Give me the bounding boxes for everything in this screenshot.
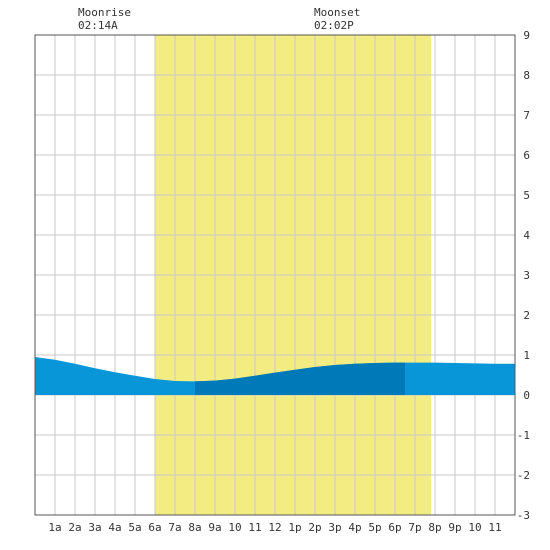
x-tick-label: 11 — [248, 521, 261, 534]
x-tick-label: 1p — [288, 521, 301, 534]
x-tick-label: 8a — [188, 521, 201, 534]
plot-frame — [34, 34, 516, 516]
x-tick-labels: 1a 2a 3a 4a 5a 6a 7a 8a 9a 10 11 12 1p 2p 3p 4p 5p 6p 7p 8p… — [48, 521, 501, 534]
x-tick-label: 11 — [488, 521, 501, 534]
x-tick-label: 7p — [408, 521, 421, 534]
moonrise-label: Moonrise — [78, 6, 131, 19]
x-tick-label: 9a — [208, 521, 221, 534]
moonset-time: 02:02P — [314, 19, 354, 32]
grid-layer — [35, 35, 515, 515]
y-tick-labels: -3 -2 -1 0 1 2 3 4 5 6 7 8 9 — [517, 29, 531, 522]
x-tick-label: 3p — [328, 521, 341, 534]
y-tick-label: 9 — [523, 29, 530, 42]
x-tick-label: 5p — [368, 521, 381, 534]
x-tick-label: 10 — [468, 521, 481, 534]
x-tick-label: 6p — [388, 521, 401, 534]
y-tick-label: 6 — [523, 149, 530, 162]
x-tick-label: 5a — [128, 521, 141, 534]
y-tick-label: 8 — [523, 69, 530, 82]
x-tick-label: 2p — [308, 521, 321, 534]
y-tick-label: 5 — [523, 189, 530, 202]
y-tick-label: 4 — [523, 229, 530, 242]
x-tick-label: 7a — [168, 521, 181, 534]
y-tick-label: -3 — [517, 509, 530, 522]
x-tick-label: 12 — [268, 521, 281, 534]
x-tick-label: 10 — [228, 521, 241, 534]
x-tick-label: 4a — [108, 521, 121, 534]
moonrise-time: 02:14A — [78, 19, 118, 32]
x-tick-label: 2a — [68, 521, 81, 534]
tide-area-highlight — [195, 362, 405, 395]
y-tick-label: 0 — [523, 389, 530, 402]
y-tick-label: 1 — [523, 349, 530, 362]
y-tick-label: 7 — [523, 109, 530, 122]
y-tick-label: -2 — [517, 469, 530, 482]
x-tick-label: 3a — [88, 521, 101, 534]
x-tick-label: 8p — [428, 521, 441, 534]
x-tick-label: 4p — [348, 521, 361, 534]
tide-area-layer — [35, 357, 515, 395]
y-tick-label: -1 — [517, 429, 530, 442]
x-tick-label: 1a — [48, 521, 61, 534]
y-tick-label: 2 — [523, 309, 530, 322]
x-tick-label: 6a — [148, 521, 161, 534]
y-tick-label: 3 — [523, 269, 530, 282]
x-tick-label: 9p — [448, 521, 461, 534]
moonset-label: Moonset — [314, 6, 360, 19]
